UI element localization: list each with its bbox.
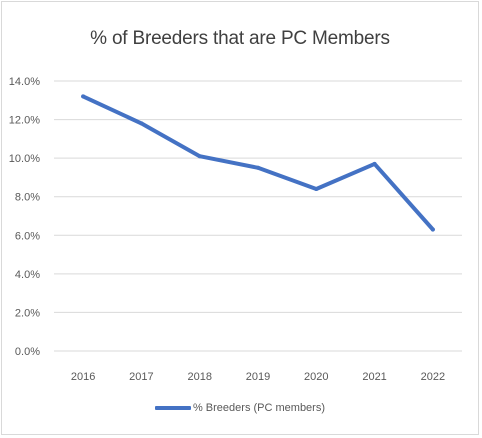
x-tick-label: 2017 [129,371,153,383]
y-tick-label: 8.0% [15,192,40,204]
legend-swatch [154,406,191,410]
x-tick-label: 2016 [71,371,95,383]
y-tick-label: 10.0% [9,153,40,165]
data-point [372,161,377,166]
data-point [256,165,260,170]
data-point [139,121,144,126]
y-tick-label: 6.0% [15,230,40,242]
data-point [314,187,319,191]
data-point [430,227,435,232]
chart-title: % of Breeders that are PC Members [90,28,390,49]
data-point [197,154,202,159]
y-tick-label: 12.0% [9,115,40,127]
y-tick-label: 0.0% [15,346,40,358]
y-tick-label: 2.0% [15,307,40,319]
x-tick-label: 2021 [362,371,386,383]
y-tick-label: 14.0% [9,76,40,88]
data-point [81,94,86,99]
legend-label: % Breeders (PC members) [192,402,326,414]
x-tick-label: 2020 [304,371,328,383]
y-tick-label: 4.0% [15,269,40,281]
x-tick-label: 2019 [246,371,270,383]
x-tick-label: 2018 [187,371,211,383]
series-line [81,94,435,232]
legend: % Breeders (PC members) [0,402,480,414]
x-tick-label: 2022 [421,371,445,383]
